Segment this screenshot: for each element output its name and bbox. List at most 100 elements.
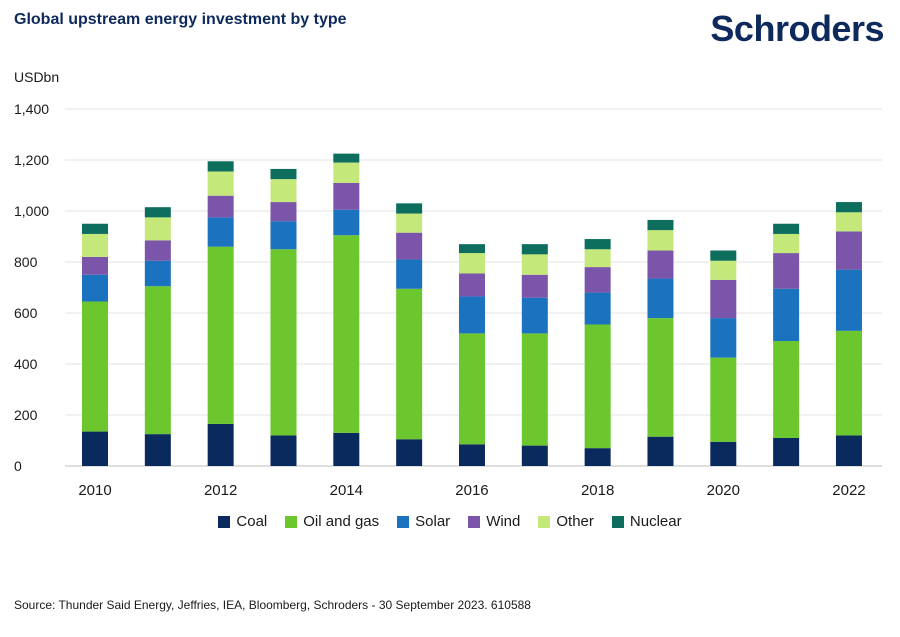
bar-segment-oil-and-gas [458,333,485,445]
bar-segment-coal [710,441,737,466]
legend-item-other: Other [538,513,594,530]
bar-segment-nuclear [333,153,360,163]
bar-segment-wind [207,195,234,218]
x-tick-label: 2014 [330,482,363,499]
legend-label: Other [556,513,594,530]
bar-segment-coal [333,432,360,466]
bar-segment-solar [144,260,171,287]
y-tick-label: 800 [14,254,38,270]
y-tick-label: 1,400 [14,101,49,117]
bar-segment-wind [333,182,360,210]
bar-segment-coal [144,434,171,466]
bar-segment-other [333,162,360,183]
bar-segment-nuclear [584,239,611,250]
legend-item-wind: Wind [468,513,520,530]
bar-segment-other [458,253,485,274]
bar-segment-coal [647,436,674,466]
bar-segment-wind [144,240,171,261]
bar-segment-wind [647,250,674,279]
bar-segment-other [270,179,297,203]
bar-segment-coal [773,437,800,466]
chart-title: Global upstream energy investment by typ… [14,11,347,28]
bar-segment-nuclear [647,219,674,231]
bar-segment-wind [835,231,862,270]
bar-segment-nuclear [521,244,548,255]
bar-segment-wind [521,274,548,298]
legend-swatch [285,515,298,528]
legend-swatch [468,515,481,528]
bar-segment-oil-and-gas [584,324,611,449]
bar-segment-coal [396,439,423,466]
legend-swatch [218,515,231,528]
legend-label: Wind [486,513,521,530]
legend: Coal Oil and gas Solar Wind Other Nuclear [0,513,900,530]
source-note: Source: Thunder Said Energy, Jeffries, I… [14,598,531,612]
bar-segment-coal [458,444,485,466]
bar-segment-coal [270,435,297,466]
bar-segment-other [584,249,611,268]
bar-segment-other [835,212,862,232]
bar-segment-oil-and-gas [773,341,800,438]
bar-segment-nuclear [82,223,108,234]
bar-segment-other [82,233,108,257]
bar-segment-solar [207,217,234,247]
bar-segment-coal [82,431,108,466]
bar-segment-other [207,171,234,196]
bar-segment-other [396,213,423,233]
bar-segment-nuclear [710,250,737,261]
y-tick-label: 1,200 [14,152,49,168]
bar-segment-nuclear [458,244,485,254]
bar-segment-other [710,260,737,280]
bar-segment-solar [773,288,800,342]
bar-segment-nuclear [207,161,234,172]
bar-segment-coal [521,445,548,466]
bar-segment-solar [458,296,485,334]
bar-segment-other [647,230,674,251]
x-tick-labels: 2010 2012 2014 2016 2018 2020 2022 [78,482,865,499]
legend-label: Oil and gas [303,513,380,530]
bar-segment-nuclear [773,223,800,234]
legend-item-oil-and-gas: Oil and gas [285,513,379,530]
bar-segment-oil-and-gas [82,301,108,432]
bar-segment-solar [521,297,548,334]
bar-segment-solar [647,278,674,319]
y-tick-label: 600 [14,305,38,321]
bar-segment-oil-and-gas [270,249,297,436]
schroders-logo: Schroders [710,8,884,49]
bar-segment-coal [584,448,611,466]
bars [82,153,862,466]
bar-segment-other [773,233,800,254]
bar-segment-solar [835,269,862,331]
bar-segment-oil-and-gas [396,288,423,440]
legend-swatch [538,515,551,528]
bar-segment-oil-and-gas [207,246,234,424]
bar-segment-oil-and-gas [647,318,674,437]
x-tick-label: 2016 [455,482,488,499]
bar-segment-solar [584,292,611,325]
bar-segment-wind [458,273,485,297]
legend-swatch [611,515,624,528]
bar-segment-oil-and-gas [521,333,548,446]
bar-segment-wind [710,279,737,319]
bar-segment-solar [333,209,360,236]
bar-segment-nuclear [144,207,171,218]
bar-segment-solar [270,221,297,250]
legend-label: Solar [415,513,451,530]
bar-segment-solar [396,259,423,289]
bar-segment-solar [710,318,737,358]
bar-segment-wind [396,232,423,260]
bar-segment-solar [82,274,108,302]
bar-segment-nuclear [835,202,862,213]
bar-segment-wind [82,256,108,275]
bar-segment-oil-and-gas [333,235,360,433]
bar-segment-nuclear [396,203,423,214]
y-tick-label: 1,000 [14,203,49,219]
bar-segment-wind [584,267,611,293]
x-tick-label: 2010 [78,482,111,499]
bar-segment-wind [270,202,297,222]
y-tick-labels: 0 200 400 600 800 1,000 1,200 1,400 [14,101,49,474]
bar-segment-nuclear [270,168,297,180]
bar-segment-other [521,254,548,275]
y-tick-label: 400 [14,356,38,372]
legend-item-coal: Coal [218,513,267,530]
